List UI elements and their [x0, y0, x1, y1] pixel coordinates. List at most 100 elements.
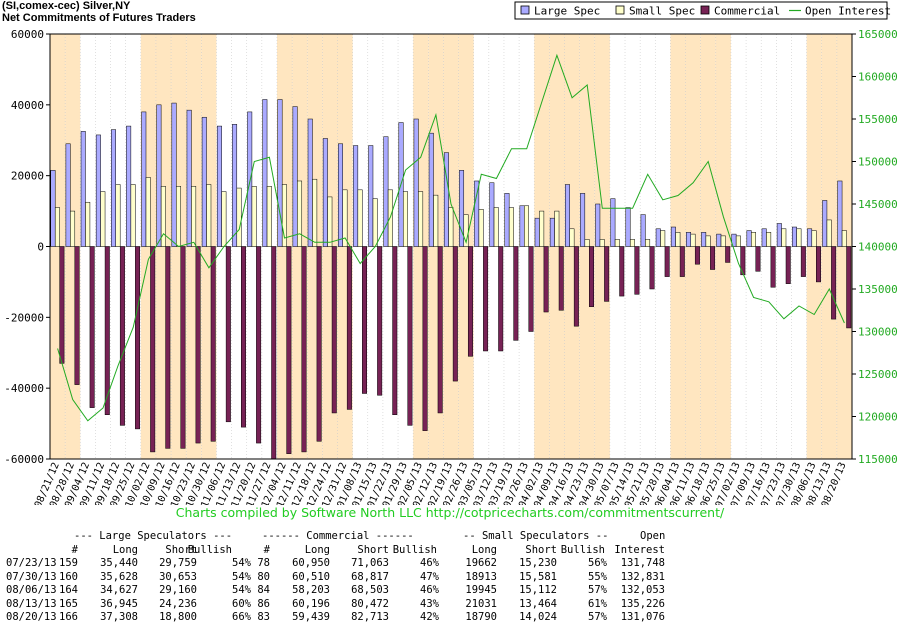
table-cell: 54% [232, 584, 251, 596]
commercial-bar [104, 246, 110, 415]
table-cell: 164 [59, 584, 78, 596]
small-spec-bar [402, 191, 408, 247]
commercial-bar [785, 246, 791, 284]
legend-label: Open Interest [805, 5, 891, 18]
large-spec-bar [307, 118, 313, 247]
large-spec-bar [292, 106, 298, 247]
table-cell: 46% [420, 584, 439, 596]
table-cell: 18,800 [159, 611, 197, 623]
table-cell: 55% [588, 570, 607, 583]
column-header: Short [525, 543, 557, 556]
table-cell: 56% [588, 557, 607, 569]
commercial-bar [679, 246, 685, 277]
column-header: # [263, 543, 270, 556]
table-cell: 60,510 [292, 570, 330, 583]
commercial-bar [513, 246, 519, 341]
right-tick-label: 155000 [858, 113, 898, 126]
large-spec-bar [413, 118, 419, 247]
left-tick-label: -40000 [4, 382, 44, 395]
table-cell: 15,230 [519, 557, 557, 569]
commercial-bar [452, 246, 458, 382]
legend-swatch [520, 5, 530, 15]
right-tick-label: 160000 [858, 71, 898, 84]
commercial-bar [89, 246, 95, 408]
commercial-bar [422, 246, 428, 431]
table-cell: 18790 [465, 611, 497, 623]
table-cell: 58,203 [292, 584, 330, 596]
small-spec-bar [766, 232, 772, 247]
column-header: Interest [614, 543, 665, 556]
small-spec-bar [433, 194, 439, 247]
small-spec-bar [145, 177, 151, 247]
group-header: ------ Commercial ------ [262, 530, 414, 542]
small-spec-bar [796, 228, 802, 247]
table-cell: 59,439 [292, 611, 330, 623]
column-header: Short [357, 543, 389, 556]
table-cell: 60,196 [292, 597, 330, 610]
small-spec-bar [614, 239, 620, 247]
commercial-bar [195, 246, 201, 444]
large-spec-bar [338, 143, 343, 247]
large-spec-bar [519, 205, 525, 247]
large-spec-bar [171, 102, 177, 247]
large-spec-bar [625, 207, 631, 247]
large-spec-bar [186, 109, 192, 247]
small-spec-bar [266, 186, 272, 247]
table-cell: 68,817 [351, 570, 389, 583]
right-tick-label: 125000 [858, 368, 898, 381]
large-spec-bar [807, 228, 813, 247]
commercial-bar [165, 246, 171, 449]
table-cell: 57% [588, 584, 607, 596]
left-axis: 60000 40000 20000 0 -20000 -40000 -60000 [4, 28, 50, 466]
legend-label: Small Spec [629, 5, 695, 18]
table-cell: 60,950 [292, 557, 330, 569]
large-spec-bar [262, 99, 268, 247]
large-spec-bar [716, 233, 722, 247]
table-cell: 78 [257, 557, 270, 569]
small-spec-bar [176, 186, 181, 247]
commercial-bar [755, 246, 761, 272]
column-header: Bullish [560, 543, 605, 556]
table-cell: 29,759 [159, 557, 197, 569]
column-header: Long [112, 543, 138, 556]
large-spec-bar [80, 131, 86, 247]
commercial-bar [467, 246, 473, 357]
commercial-bar [225, 246, 231, 423]
cot-table: --- Large Speculators --- ------ Commerci… [0, 530, 900, 625]
table-row: 08/06/13 164 34,627 29,160 54% 84 58,203 68,503… [0, 584, 900, 598]
large-spec-bar [549, 217, 555, 247]
small-spec-bar [251, 186, 257, 247]
legend-swatch [615, 5, 625, 15]
legend-label: Large Spec [534, 5, 600, 18]
commercial-bar [346, 246, 352, 410]
right-tick-label: 165000 [858, 28, 898, 41]
x-axis: 08/21/1208/28/1209/04/1209/11/1209/18/12… [33, 461, 849, 505]
column-header: # [71, 543, 78, 556]
chart-title-line2: Net Commitments of Futures Traders [2, 12, 196, 24]
credit-line[interactable]: Charts compiled by Software North LLC ht… [175, 505, 725, 520]
commercial-bar [740, 246, 746, 276]
small-spec-bar [130, 184, 136, 247]
table-group-headers: --- Large Speculators --- ------ Commerci… [0, 530, 900, 544]
commercial-bar [271, 246, 277, 460]
left-tick-label: -20000 [4, 311, 44, 324]
right-tick-label: 115000 [858, 453, 898, 466]
small-spec-bar [206, 184, 212, 247]
small-spec-bar [342, 189, 348, 247]
commercial-bar [135, 246, 141, 430]
large-spec-bar [837, 180, 843, 247]
large-spec-bar [474, 180, 480, 247]
large-spec-bar [111, 129, 116, 247]
commercial-bar [558, 246, 564, 311]
group-header: --- Large Speculators --- [74, 530, 233, 542]
commercial-bar [59, 246, 65, 364]
large-spec-bar [141, 111, 147, 247]
small-spec-bars [54, 177, 847, 247]
commercial-bar [649, 246, 655, 290]
large-spec-bar [368, 145, 374, 247]
large-spec-bar [610, 198, 616, 247]
small-spec-bar [599, 239, 605, 247]
commercial-bar [483, 246, 489, 352]
commercial-bar [694, 246, 700, 265]
small-spec-bar [720, 235, 726, 247]
